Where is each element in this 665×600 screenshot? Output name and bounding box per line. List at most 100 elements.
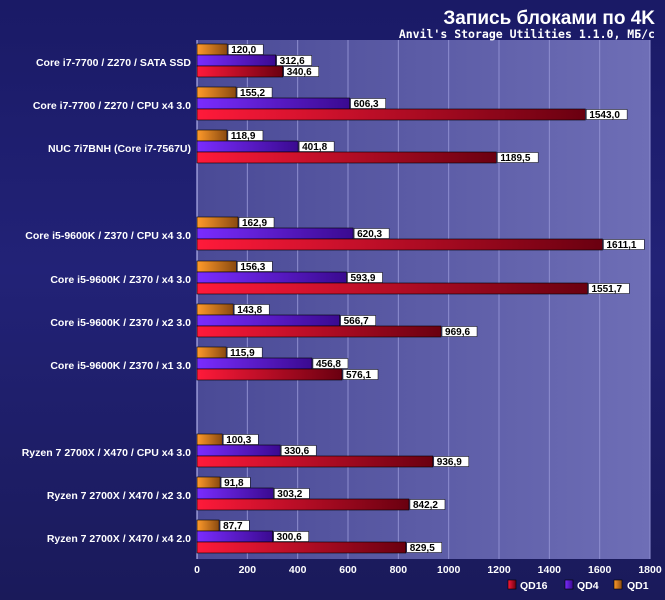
value-label-box: [340, 315, 376, 326]
value-label: 156,3: [240, 262, 265, 273]
bar-qd16: [196, 108, 586, 121]
value-label: 1611,1: [606, 240, 636, 251]
bar-qd1: [196, 43, 228, 56]
legend: QD16 QD4 QD1: [507, 579, 649, 592]
legend-swatch-qd4: [564, 579, 574, 590]
bar-qd1: [196, 129, 228, 142]
x-tick-label: 1400: [538, 564, 562, 576]
value-label-box: [353, 228, 390, 239]
value-label: 115,9: [230, 348, 255, 359]
category-label: Core i5-9600K / Z370 / x1 3.0: [50, 360, 191, 372]
value-label-box: [298, 141, 335, 152]
value-label: 87,7: [223, 521, 243, 532]
value-label-box: [276, 55, 312, 66]
value-label: 330,6: [284, 446, 309, 457]
category-label: Ryzen 7 2700X / X470 / CPU x4 3.0: [22, 447, 191, 459]
value-label-box: [603, 239, 645, 250]
category-label: Core i7-7700 / Z270 / CPU x4 3.0: [33, 100, 191, 112]
value-label-box: [497, 152, 539, 163]
bar-qd16: [196, 325, 442, 338]
x-tick-label: 1000: [437, 564, 461, 576]
category-label: Ryzen 7 2700X / X470 / x4 2.0: [47, 533, 191, 545]
bar-qd4: [196, 444, 281, 457]
value-label-box: [219, 520, 250, 531]
value-label: 303,2: [277, 489, 302, 500]
bar-qd16: [196, 65, 284, 78]
value-label: 120,0: [231, 45, 256, 56]
legend-label-qd4: QD4: [577, 580, 599, 592]
value-label-box: [433, 456, 470, 467]
bar-qd4: [196, 487, 274, 500]
bar-qd4: [196, 357, 313, 370]
value-label-box: [227, 44, 264, 55]
bar-qd1: [196, 86, 237, 99]
value-label: 576,1: [346, 370, 371, 381]
bar-qd16: [196, 498, 410, 511]
value-label-box: [283, 66, 319, 77]
grid: [196, 40, 651, 559]
x-tick-label: 1200: [487, 564, 511, 576]
value-label: 91,8: [224, 478, 244, 489]
value-label-box: [236, 87, 273, 98]
value-label-box: [312, 358, 349, 369]
value-label-box: [441, 326, 478, 337]
value-label-box: [273, 531, 309, 542]
value-label: 593,9: [350, 273, 375, 284]
category-label: Core i5-9600K / Z370 / x2 3.0: [50, 317, 191, 329]
value-label-box: [222, 434, 259, 445]
bar-qd4: [196, 140, 299, 153]
value-label-box: [220, 477, 251, 488]
x-tick-label: 600: [339, 564, 357, 576]
legend-label-qd16: QD16: [520, 580, 548, 592]
value-label-box: [237, 261, 273, 272]
value-label-box: [409, 499, 446, 510]
bar-qd1: [196, 476, 221, 489]
value-label: 969,6: [445, 327, 470, 338]
value-label: 456,8: [316, 359, 341, 370]
value-label: 300,6: [277, 532, 302, 543]
value-label-box: [350, 98, 386, 109]
chart-title: Запись блоками по 4K: [443, 8, 655, 29]
value-label: 1189,5: [500, 153, 530, 164]
value-label-box: [347, 272, 383, 283]
x-tick-label: 1800: [638, 564, 662, 576]
bar-qd4: [196, 97, 350, 110]
x-tick-label: 0: [194, 564, 200, 576]
category-label: Ryzen 7 2700X / X470 / x2 3.0: [47, 490, 191, 502]
value-label-box: [238, 217, 275, 228]
bar-qd16: [196, 541, 407, 554]
value-label-box: [274, 488, 310, 499]
category-labels: Core i7-7700 / Z270 / SATA SSD Core i7-77…: [22, 57, 192, 545]
value-label: 829,5: [410, 543, 435, 554]
value-label: 842,2: [413, 500, 438, 511]
value-label-box: [233, 304, 270, 315]
value-label: 155,2: [240, 88, 265, 99]
value-label-box: [586, 109, 628, 120]
category-label: Core i5-9600K / Z370 / x4 3.0: [50, 274, 191, 286]
x-axis-ticks: 0 200 400 600 800 1000 1200 1400 1600 1800: [194, 564, 662, 576]
value-label-box: [280, 445, 317, 456]
value-label: 1551,7: [592, 284, 623, 295]
bar-qd16: [196, 282, 588, 295]
value-label: 606,3: [354, 99, 379, 110]
chart-subtitle: Anvil's Storage Utilities 1.1.0, МБ/с: [399, 27, 655, 41]
bar-qd4: [196, 227, 354, 240]
bar-qd16: [196, 368, 343, 381]
category-label: NUC 7i7BNH (Core i7-7567U): [48, 143, 191, 155]
bar-qd4: [196, 530, 273, 543]
bar-qd4: [196, 271, 347, 284]
value-label-box: [406, 542, 443, 553]
bar-qd1: [196, 519, 220, 532]
value-label-box: [588, 283, 630, 294]
bar-qd1: [196, 433, 223, 446]
bar-qd16: [196, 151, 497, 164]
bar-qd4: [196, 314, 340, 327]
bar-qd4: [196, 54, 276, 67]
category-label: Core i5-9600K / Z370 / CPU x4 3.0: [25, 230, 191, 242]
value-label: 936,9: [437, 457, 462, 468]
value-label: 1543,0: [589, 110, 620, 121]
x-tick-label: 800: [390, 564, 408, 576]
value-label: 100,3: [226, 435, 251, 446]
